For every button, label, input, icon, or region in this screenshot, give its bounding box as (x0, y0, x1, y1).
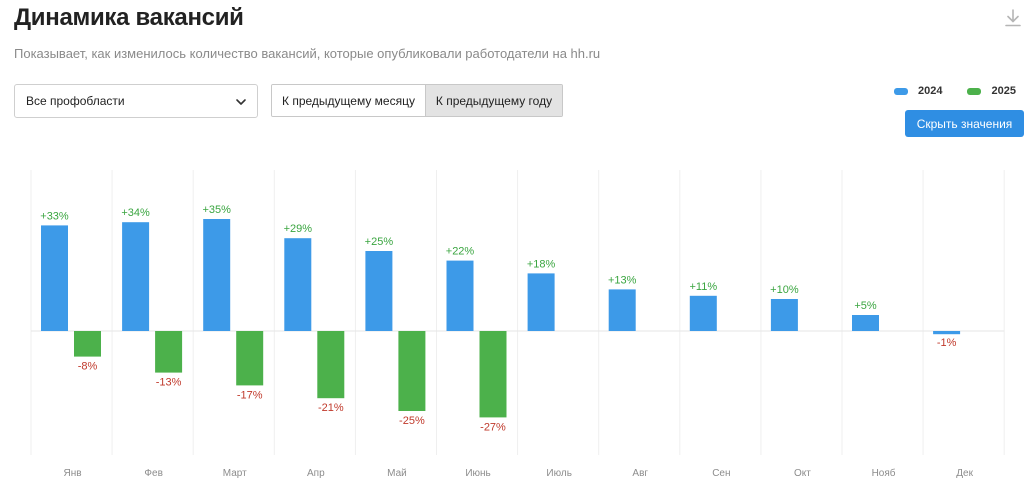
data-label-2024-6: +22% (446, 246, 475, 258)
bar-2024-5 (365, 251, 393, 331)
x-tick-label: Дек (956, 468, 973, 479)
bar-2024-3 (203, 219, 231, 331)
legend-label-2025: 2025 (991, 85, 1016, 97)
x-tick-label: Фев (144, 468, 162, 479)
chart-legend: 2024 2025 (894, 85, 1016, 97)
x-tick-label: Окт (794, 468, 811, 479)
bar-2024-8 (608, 289, 636, 331)
bar-2024-7 (527, 273, 555, 331)
bar-2024-2 (122, 222, 150, 331)
x-tick-label: Авг (632, 468, 648, 479)
data-label-2024-8: +13% (608, 274, 637, 286)
profarea-select[interactable]: Все профобласти (14, 84, 258, 118)
data-label-2025-1: -8% (78, 361, 98, 373)
x-tick-label: Нояб (872, 467, 896, 479)
bar-2024-10 (770, 299, 798, 331)
data-label-2024-11: +5% (854, 300, 877, 312)
bar-2025-2 (155, 331, 183, 373)
page-title: Динамика вакансий (14, 4, 244, 31)
data-label-2024-2: +34% (121, 207, 150, 219)
data-label-2024-3: +35% (202, 204, 231, 216)
bar-2025-5 (398, 331, 426, 411)
data-label-2024-10: +10% (770, 284, 799, 296)
bar-2025-3 (236, 331, 264, 386)
legend-swatch-2025 (967, 87, 982, 95)
x-tick-label: Март (223, 468, 247, 479)
bar-2024-11 (852, 315, 879, 331)
legend-item-2025[interactable]: 2025 (967, 85, 1016, 97)
hide-values-button[interactable]: Скрыть значения (905, 110, 1024, 137)
chevron-down-icon (236, 99, 246, 105)
data-label-2025-3: -17% (237, 389, 263, 401)
comparison-toggle: К предыдущему месяцу К предыдущему году (271, 84, 563, 117)
bar-2025-1 (74, 331, 101, 357)
data-label-2025-6: -27% (480, 421, 506, 433)
data-label-2024-4: +29% (284, 223, 313, 235)
bar-2024-9 (689, 295, 717, 331)
legend-label-2024: 2024 (918, 85, 943, 97)
data-label-2025-4: -21% (318, 402, 344, 414)
data-label-2025-5: -25% (399, 415, 425, 427)
legend-item-2024[interactable]: 2024 (894, 85, 942, 97)
x-tick-label: Июль (546, 468, 572, 479)
download-icon[interactable] (1003, 8, 1023, 28)
toggle-previous-year[interactable]: К предыдущему году (426, 85, 562, 116)
bar-2024-1 (41, 225, 68, 331)
legend-swatch-2024 (894, 87, 908, 95)
data-label-2024-12: -1% (937, 337, 957, 349)
profarea-select-value: Все профобласти (26, 94, 125, 108)
data-label-2025-2: -13% (156, 377, 182, 389)
x-tick-label: Янв (64, 468, 82, 479)
bar-2025-4 (317, 331, 345, 399)
data-label-2024-7: +18% (527, 258, 556, 270)
bar-2024-4 (284, 238, 312, 331)
x-tick-label: Май (387, 468, 407, 479)
page-subtitle: Показывает, как изменилось количество ва… (14, 46, 601, 61)
bar-2025-6 (479, 331, 507, 418)
data-label-2024-1: +33% (40, 210, 69, 222)
data-label-2024-9: +11% (689, 281, 717, 293)
x-tick-label: Апр (307, 468, 325, 479)
x-tick-label: Сен (712, 468, 730, 479)
bar-2024-12 (933, 331, 961, 335)
bar-2024-6 (446, 260, 474, 331)
x-tick-label: Июнь (465, 468, 490, 479)
toggle-previous-month[interactable]: К предыдущему месяцу (272, 85, 426, 116)
data-label-2024-5: +25% (365, 236, 394, 248)
